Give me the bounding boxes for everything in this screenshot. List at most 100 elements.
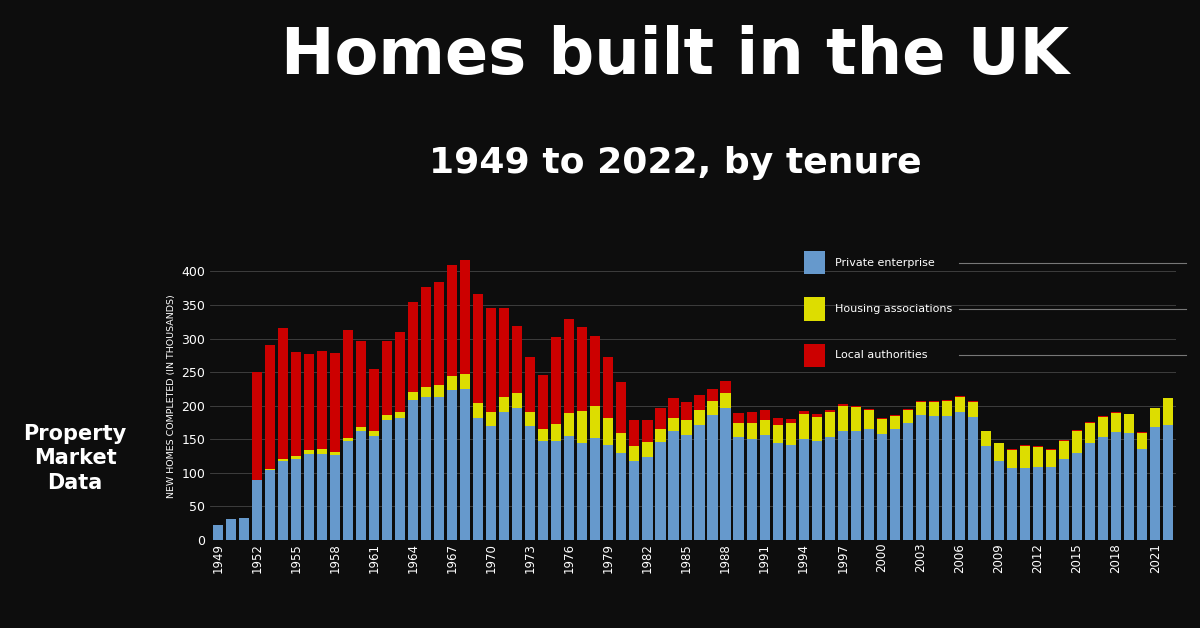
Bar	[720, 408, 731, 540]
Bar	[278, 328, 288, 459]
Bar	[408, 301, 418, 392]
Bar	[786, 445, 796, 540]
Bar	[526, 413, 535, 426]
Bar	[851, 407, 860, 431]
Bar	[526, 357, 535, 413]
Bar	[916, 402, 926, 415]
Bar	[811, 417, 822, 441]
Bar	[1033, 446, 1043, 447]
Bar	[786, 419, 796, 423]
Bar	[473, 403, 484, 418]
Bar	[642, 442, 653, 457]
Bar	[889, 415, 900, 416]
Bar	[408, 392, 418, 400]
Bar	[1058, 440, 1069, 441]
Bar	[317, 351, 328, 450]
Bar	[955, 397, 965, 413]
Bar	[212, 525, 223, 540]
Bar	[330, 353, 340, 452]
Bar	[980, 446, 991, 540]
Bar	[851, 431, 860, 540]
Bar	[889, 416, 900, 429]
Bar	[916, 401, 926, 402]
Bar	[226, 519, 236, 540]
Bar	[551, 337, 562, 424]
Bar	[290, 459, 301, 540]
Bar	[317, 454, 328, 540]
Bar	[1138, 432, 1147, 433]
Bar	[994, 443, 1004, 461]
Bar	[1085, 443, 1096, 540]
Bar	[486, 426, 497, 540]
Bar	[343, 438, 353, 441]
Bar	[434, 282, 444, 385]
Bar	[642, 457, 653, 540]
Bar	[278, 461, 288, 540]
Bar	[539, 441, 548, 540]
Bar	[617, 433, 626, 453]
Bar	[942, 416, 952, 540]
Text: Private enterprise: Private enterprise	[835, 257, 935, 268]
Bar	[434, 397, 444, 540]
Bar	[278, 459, 288, 461]
Bar	[1007, 467, 1018, 540]
Bar	[265, 345, 275, 469]
Bar	[290, 456, 301, 459]
Bar	[564, 413, 575, 436]
Bar	[851, 406, 860, 407]
Bar	[448, 389, 457, 540]
Bar	[590, 438, 600, 540]
Bar	[1020, 445, 1030, 446]
Bar	[1046, 467, 1056, 540]
Bar	[720, 381, 731, 393]
Bar	[421, 397, 431, 540]
Bar	[773, 443, 782, 540]
Bar	[811, 414, 822, 417]
Bar	[252, 480, 262, 540]
Bar	[551, 424, 562, 441]
Bar	[929, 401, 938, 402]
Bar	[512, 326, 522, 393]
Bar	[804, 251, 826, 274]
Bar	[1124, 414, 1134, 433]
Bar	[304, 354, 314, 450]
Bar	[682, 435, 691, 540]
Bar	[330, 452, 340, 455]
Bar	[1163, 425, 1174, 540]
Bar	[682, 402, 691, 421]
Bar	[942, 401, 952, 416]
Bar	[811, 441, 822, 540]
Bar	[1072, 430, 1082, 431]
Bar	[655, 429, 666, 442]
Bar	[617, 453, 626, 540]
Bar	[760, 420, 769, 435]
Bar	[798, 411, 809, 414]
Bar	[916, 415, 926, 540]
Bar	[708, 401, 718, 415]
Bar	[864, 409, 874, 428]
Bar	[1072, 453, 1082, 540]
Bar	[929, 402, 938, 416]
Bar	[460, 374, 470, 389]
Bar	[1098, 417, 1108, 436]
Bar	[642, 421, 653, 442]
Bar	[512, 408, 522, 540]
Bar	[682, 421, 691, 435]
Bar	[1150, 427, 1160, 540]
Bar	[460, 260, 470, 374]
Bar	[773, 425, 782, 443]
Bar	[526, 426, 535, 540]
Bar	[720, 393, 731, 408]
Bar	[804, 344, 826, 367]
Bar	[733, 413, 744, 423]
Bar	[1111, 413, 1121, 432]
Bar	[955, 413, 965, 540]
Bar	[877, 418, 887, 419]
Bar	[473, 418, 484, 540]
Bar	[773, 418, 782, 425]
Bar	[968, 401, 978, 402]
Bar	[448, 264, 457, 376]
Bar	[746, 423, 757, 438]
Bar	[1138, 433, 1147, 450]
Bar	[864, 428, 874, 540]
